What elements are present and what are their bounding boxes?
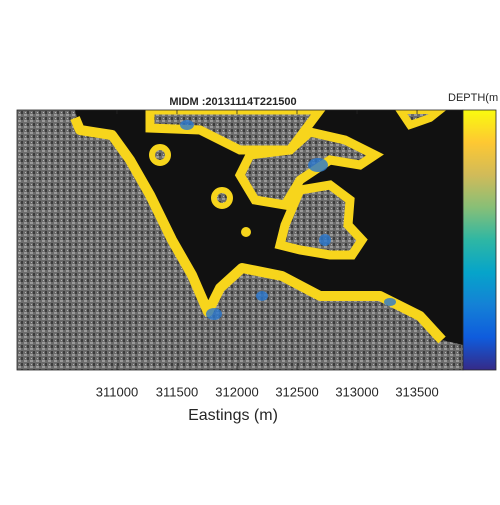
island	[149, 144, 171, 166]
x-ticks: 311000 311500 312000 312500 313000 313500	[96, 110, 439, 399]
island	[211, 187, 233, 209]
colorbar-label: DEPTH(m	[448, 92, 498, 104]
x-axis-label: Eastings (m)	[188, 407, 278, 424]
map-image	[17, 110, 463, 370]
island	[145, 110, 384, 210]
island	[241, 227, 251, 237]
x-tick-label: 312500	[275, 384, 318, 399]
island	[395, 110, 447, 130]
x-tick-label: 313000	[335, 384, 378, 399]
chart-title: MIDM :20131114T221500	[169, 96, 296, 108]
x-tick-label: 311000	[96, 384, 138, 399]
deep-patches	[180, 120, 396, 320]
x-tick-label: 311500	[156, 384, 198, 399]
x-tick-label: 313500	[395, 384, 438, 399]
colorbar	[462, 109, 497, 371]
water	[75, 110, 463, 345]
island	[274, 180, 368, 260]
x-tick-label: 312000	[215, 384, 258, 399]
